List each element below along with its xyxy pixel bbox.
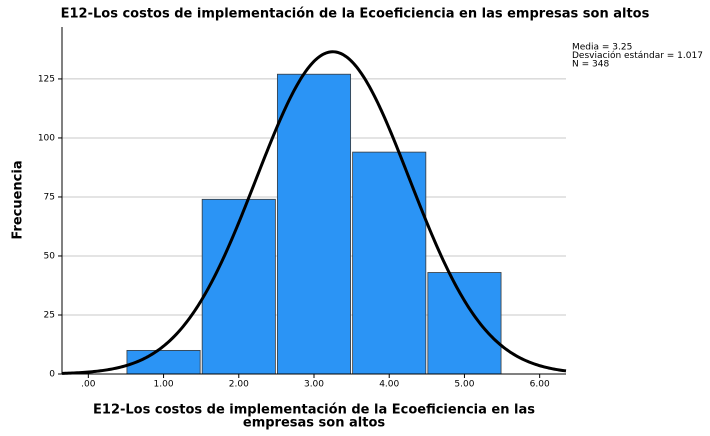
x-tick-label: 4.00 xyxy=(379,380,399,390)
x-tick-label: .00 xyxy=(81,380,96,390)
y-tick-label: 0 xyxy=(49,370,55,380)
x-tick-label: 1.00 xyxy=(154,380,174,390)
x-tick-label: 3.00 xyxy=(304,380,324,390)
y-tick-label: 75 xyxy=(44,192,55,202)
x-axis-label: E12-Los costos de implementación de la E… xyxy=(93,403,535,418)
y-tick-label: 100 xyxy=(38,133,55,143)
x-tick-label: 2.00 xyxy=(229,380,249,390)
x-tick-label: 5.00 xyxy=(454,380,474,390)
stat-annotation: Media = 3.25 xyxy=(572,43,632,53)
x-axis-label: empresas son altos xyxy=(243,416,385,431)
y-axis-label: Frecuencia xyxy=(11,160,26,239)
bar xyxy=(352,151,427,375)
stat-annotation: Desviación estándar = 1.017 xyxy=(572,50,703,61)
normal-curve xyxy=(61,50,567,375)
chart-title: E12-Los costos de implementación de la E… xyxy=(61,7,650,22)
y-tick-label: 125 xyxy=(38,74,55,84)
bar xyxy=(427,272,502,375)
y-tick-label: 50 xyxy=(44,251,56,261)
bar xyxy=(201,198,276,375)
stat-annotation: N = 348 xyxy=(572,60,609,70)
x-tick-label: 6.00 xyxy=(530,380,550,390)
bar xyxy=(276,73,352,375)
y-tick-label: 25 xyxy=(44,310,55,320)
